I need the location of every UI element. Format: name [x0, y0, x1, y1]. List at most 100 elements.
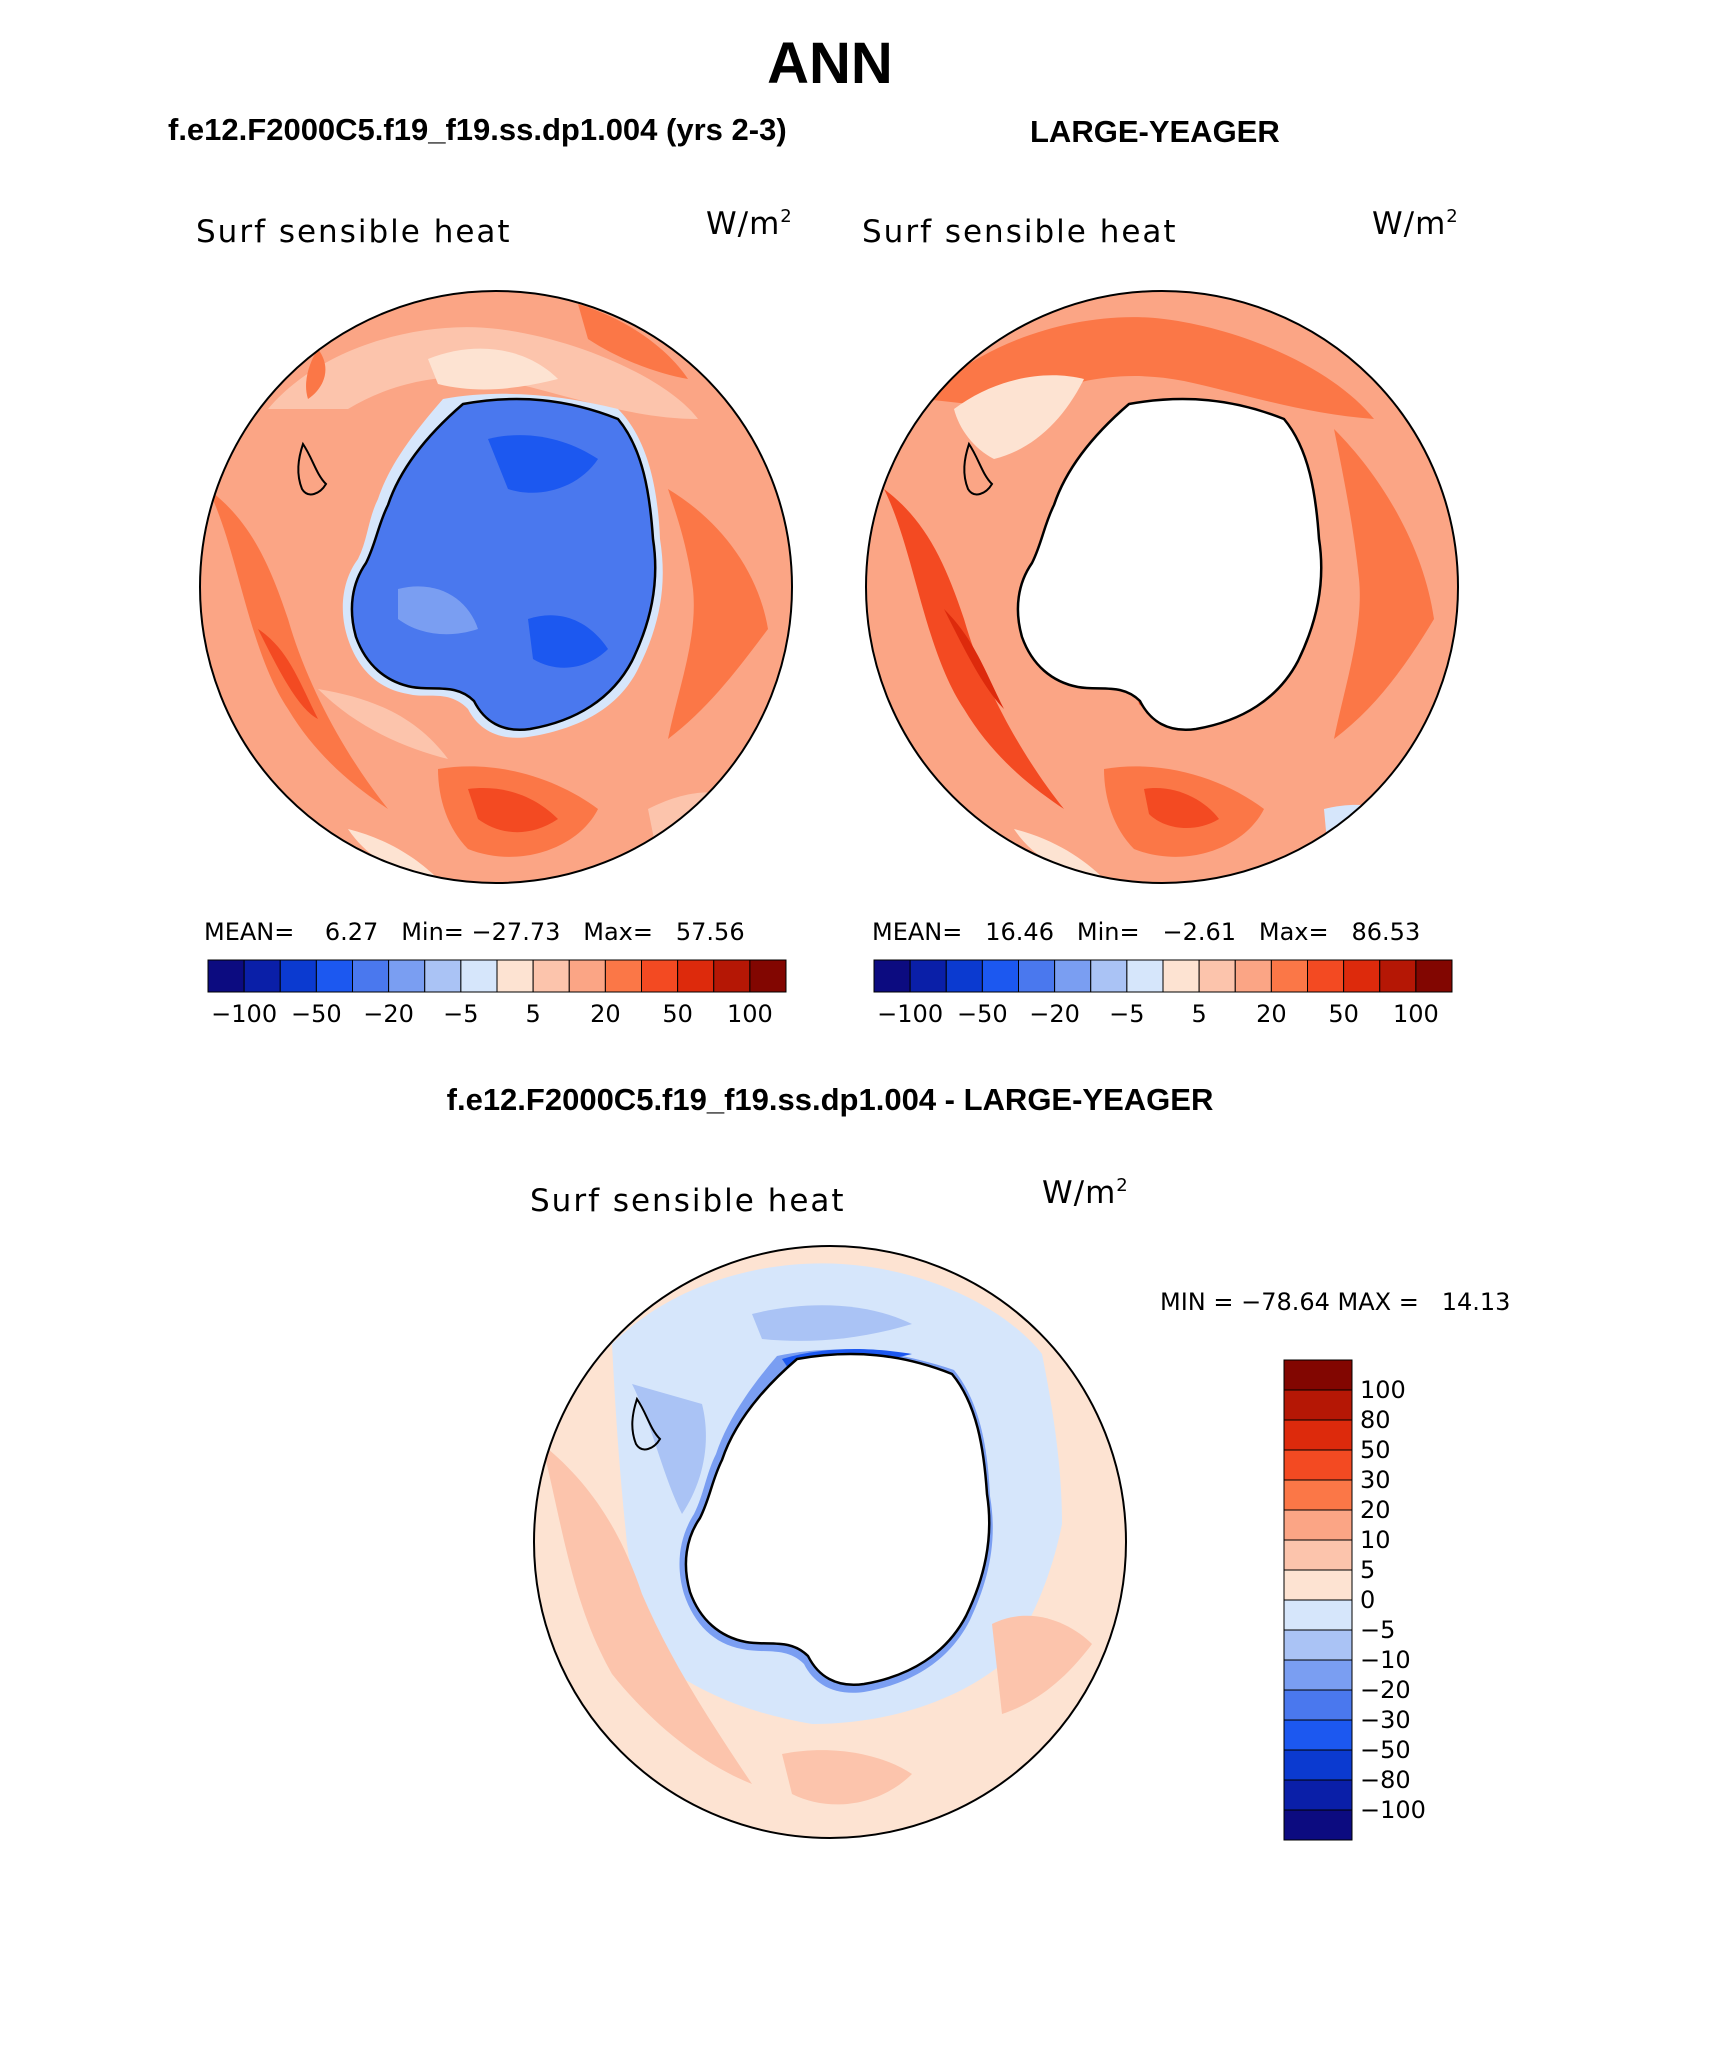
- colorbar-cell: [1343, 959, 1381, 993]
- colorbar-tick-label: 5: [1191, 1000, 1207, 1028]
- colorbar-tick-label: −100: [1360, 1796, 1426, 1824]
- antarctic-coastline: [350, 397, 657, 732]
- colorbar-cell: [1198, 959, 1236, 993]
- colorbar-cell: [1283, 1569, 1353, 1601]
- field-patch: [468, 788, 558, 833]
- colorbar-tick-label: 5: [525, 1000, 541, 1028]
- colorbar-tick-label: −50: [1360, 1736, 1411, 1764]
- peninsula-coastline: [631, 1396, 662, 1451]
- colorbar-cell: [532, 959, 570, 993]
- colorbar-cell: [873, 959, 911, 993]
- field-patch: [1334, 429, 1434, 739]
- right-case-title: LARGE-YEAGER: [1030, 114, 1280, 149]
- colorbar-tick-label: 20: [1360, 1496, 1391, 1524]
- field-patch: [1324, 804, 1409, 864]
- colorbar-tick-label: −20: [1360, 1676, 1411, 1704]
- colorbar-tick-label: −5: [1360, 1616, 1396, 1644]
- colorbar-cell: [1283, 1779, 1353, 1811]
- colorbar-cell: [315, 959, 353, 993]
- colorbar-tick-label: −50: [957, 1000, 1008, 1028]
- colorbar-cell: [1283, 1809, 1353, 1841]
- colorbar-tick-label: 5: [1360, 1556, 1376, 1584]
- left-stats: MEAN= 6.27 Min= −27.73 Max= 57.56: [204, 918, 745, 946]
- colorbar-tick-label: 80: [1360, 1406, 1391, 1434]
- colorbar-cell: [1283, 1479, 1353, 1511]
- diff-polar-map: [533, 1245, 1127, 1839]
- colorbar-tick-label: 50: [1328, 1000, 1359, 1028]
- field-patch: [954, 375, 1084, 459]
- colorbar-cell: [1283, 1539, 1353, 1571]
- map-boundary: [865, 290, 1459, 884]
- diff-colorbar: [1283, 1359, 1353, 1841]
- colorbar-cell: [1283, 1659, 1353, 1691]
- map-boundary: [199, 290, 793, 884]
- field-patch: [632, 1384, 706, 1514]
- left-polar-map: [199, 290, 793, 884]
- colorbar-cell: [1162, 959, 1200, 993]
- colorbar-cell: [352, 959, 390, 993]
- colorbar-tick-label: −20: [1029, 1000, 1080, 1028]
- colorbar-cell: [1283, 1749, 1353, 1781]
- field-patch: [782, 1750, 912, 1805]
- colorbar-tick-label: −20: [363, 1000, 414, 1028]
- field-patch: [944, 609, 1004, 709]
- field-patch: [992, 1615, 1092, 1714]
- colorbar-tick-label: 20: [590, 1000, 621, 1028]
- colorbar-tick-label: −10: [1360, 1646, 1411, 1674]
- diff-minmax: MIN = −78.64 MAX = 14.13: [1160, 1288, 1511, 1316]
- colorbar-cell: [279, 959, 317, 993]
- colorbar-cell: [1283, 1719, 1353, 1751]
- antarctic-coastline: [1016, 397, 1323, 732]
- diff-variable-label: Surf sensible heat: [530, 1183, 846, 1219]
- right-unit-label: W/m2: [1372, 206, 1459, 242]
- colorbar-tick-label: 50: [1360, 1436, 1391, 1464]
- colorbar-tick-label: −30: [1360, 1706, 1411, 1734]
- field-patch: [752, 1305, 912, 1341]
- right-polar-map: [865, 290, 1459, 884]
- colorbar-cell: [388, 959, 426, 993]
- field-patch: [578, 304, 688, 379]
- diff-unit-label: W/m2: [1042, 1175, 1129, 1211]
- field-patch: [488, 435, 598, 493]
- colorbar-cell: [1054, 959, 1092, 993]
- colorbar-cell: [1270, 959, 1308, 993]
- colorbar-cell: [1283, 1599, 1353, 1631]
- colorbar-tick-label: −100: [211, 1000, 278, 1028]
- colorbar-tick-label: 100: [1360, 1376, 1406, 1404]
- colorbar-cell: [1283, 1449, 1353, 1481]
- field-patch: [668, 489, 768, 739]
- colorbar-tick-label: −80: [1360, 1766, 1411, 1794]
- left-unit-label: W/m2: [706, 206, 793, 242]
- left-variable-label: Surf sensible heat: [196, 214, 512, 250]
- peninsula-coastline: [297, 441, 328, 496]
- right-variable-label: Surf sensible heat: [862, 214, 1178, 250]
- colorbar-cell: [1018, 959, 1056, 993]
- field-patch: [318, 689, 448, 759]
- antarctic-coastline: [684, 1352, 991, 1687]
- colorbar-cell: [713, 959, 751, 993]
- field-patch: [428, 348, 558, 390]
- diff-case-title: f.e12.F2000C5.f19_f19.ss.dp1.004 - LARGE…: [446, 1082, 1214, 1117]
- colorbar-tick-label: −50: [291, 1000, 342, 1028]
- colorbar-tick-label: 100: [726, 1000, 773, 1028]
- colorbar-cell: [1126, 959, 1164, 993]
- colorbar-cell: [1283, 1689, 1353, 1721]
- colorbar-cell: [1415, 959, 1453, 993]
- colorbar-cell: [604, 959, 642, 993]
- colorbar-cell: [1283, 1419, 1353, 1451]
- colorbar-tick-label: 50: [662, 1000, 693, 1028]
- colorbar-cell: [909, 959, 947, 993]
- colorbar-tick-label: 0: [1360, 1586, 1376, 1614]
- field-patch: [398, 586, 478, 635]
- colorbar-tick-label: −5: [1109, 1000, 1145, 1028]
- colorbar-cell: [1090, 959, 1128, 993]
- map-boundary: [533, 1245, 1127, 1839]
- peninsula-coastline: [963, 441, 994, 496]
- colorbar-cell: [568, 959, 606, 993]
- colorbar-cell: [1283, 1389, 1353, 1421]
- colorbar-cell: [460, 959, 498, 993]
- field-patch: [258, 629, 318, 719]
- colorbar-cell: [207, 959, 245, 993]
- right-stats: MEAN= 16.46 Min= −2.61 Max= 86.53: [872, 918, 1421, 946]
- colorbar-cell: [1307, 959, 1345, 993]
